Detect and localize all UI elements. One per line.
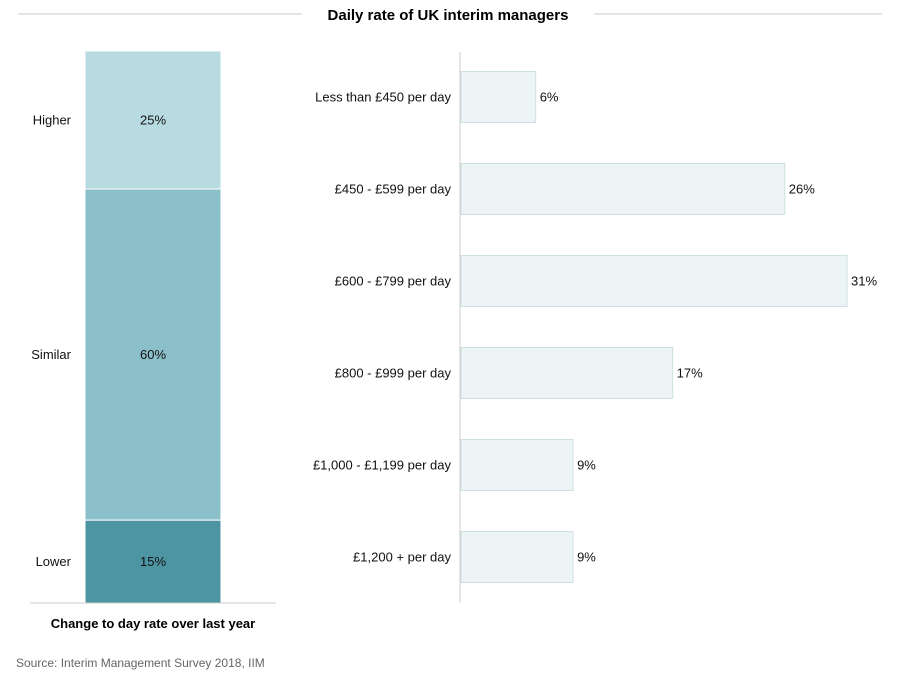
stack-value-label-higher: 25% bbox=[140, 113, 166, 128]
stack-xlabel: Change to day rate over last year bbox=[51, 616, 255, 631]
hbar-category-label-1: £450 - £599 per day bbox=[335, 182, 452, 197]
stack-category-label-lower: Lower bbox=[36, 554, 72, 569]
hbar-value-label-1: 26% bbox=[789, 182, 815, 197]
stack-segment-lower bbox=[84, 519, 222, 604]
stack-category-label-similar: Similar bbox=[31, 347, 71, 362]
horizontal-bar-chart: 6% Less than £450 per day 26% £450 - £599 p… bbox=[313, 71, 877, 583]
hbar-category-label-4: £1,000 - £1,199 per day bbox=[313, 458, 452, 473]
source-note: Source: Interim Management Survey 2018, … bbox=[16, 656, 265, 670]
stack-value-label-similar: 60% bbox=[140, 347, 166, 362]
hbar-1 bbox=[460, 163, 786, 215]
hbar-3 bbox=[460, 347, 674, 399]
hbar-category-label-5: £1,200 + per day bbox=[353, 550, 451, 565]
stack-value-label-lower: 15% bbox=[140, 554, 166, 569]
stack-segment-similar bbox=[84, 188, 222, 521]
hbar-0 bbox=[460, 71, 537, 123]
hbar-value-label-2: 31% bbox=[851, 274, 877, 289]
hbar-category-label-3: £800 - £999 per day bbox=[335, 366, 452, 381]
hbar-value-label-4: 9% bbox=[577, 458, 596, 473]
stacked-column-chart: 25% Higher 60% Similar 15% Lower bbox=[31, 50, 222, 604]
chart-title: Daily rate of UK interim managers bbox=[328, 7, 569, 24]
hbar-value-label-5: 9% bbox=[577, 550, 596, 565]
hbar-value-label-0: 6% bbox=[540, 90, 559, 105]
hbar-2 bbox=[460, 255, 848, 307]
hbar-5 bbox=[460, 531, 574, 583]
stack-category-label-higher: Higher bbox=[33, 113, 72, 128]
hbar-value-label-3: 17% bbox=[677, 366, 703, 381]
stack-segment-higher bbox=[84, 50, 222, 190]
hbar-category-label-0: Less than £450 per day bbox=[315, 90, 451, 105]
hbar-4 bbox=[460, 439, 574, 491]
hbar-category-label-2: £600 - £799 per day bbox=[335, 274, 452, 289]
